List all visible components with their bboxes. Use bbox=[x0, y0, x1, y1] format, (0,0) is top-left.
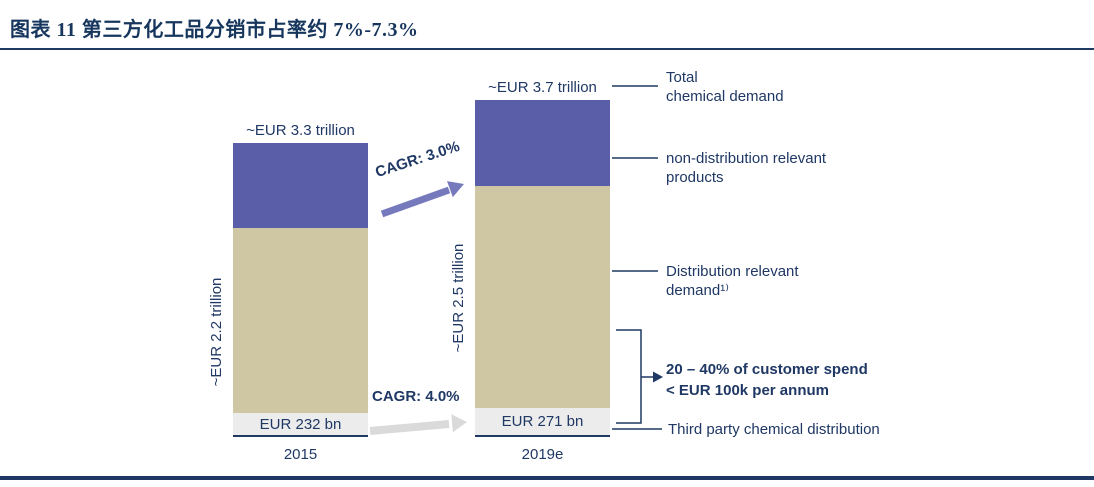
bar-2019-segment-third-party: EUR 271 bn bbox=[475, 408, 610, 437]
cagr-bottom-arrow-shaft bbox=[369, 420, 450, 435]
bar-2019-total-label: ~EUR 3.7 trillion bbox=[488, 79, 597, 96]
figure-title: 图表 11 第三方化工品分销市占率约 7%-7.3% bbox=[10, 19, 419, 41]
bottom-divider bbox=[0, 476, 1094, 480]
bar-2015-segment-third-party: EUR 232 bn bbox=[233, 413, 368, 437]
x-label-2015: 2015 bbox=[283, 446, 318, 463]
annotation-distribution-relevant: Distribution relevant demand¹⁾ bbox=[666, 263, 799, 299]
bar-2015-total-label: ~EUR 3.3 trillion bbox=[246, 122, 355, 139]
bar-2019-segment-non-distribution bbox=[475, 100, 610, 186]
cagr-bottom-arrow-head-icon bbox=[451, 414, 467, 433]
annotation-customer-spend: 20 – 40% of customer spend < EUR 100k pe… bbox=[666, 361, 868, 399]
bar-2019-segment-distribution bbox=[475, 186, 610, 408]
annotation-total-chemical-demand: Total chemical demand bbox=[666, 69, 784, 105]
cagr-top-arrow-shaft bbox=[380, 186, 451, 218]
bar-2019-base-label: EUR 271 bn bbox=[501, 413, 584, 430]
title-divider bbox=[0, 48, 1094, 50]
bar-2019-side-label: ~EUR 2.5 trillion bbox=[450, 243, 467, 353]
bracket-arrow-head-icon bbox=[653, 371, 663, 383]
bar-2015-side-label: ~EUR 2.2 trillion bbox=[208, 277, 225, 387]
x-label-2019e: 2019e bbox=[521, 446, 564, 463]
annotation-third-party: Third party chemical distribution bbox=[668, 421, 880, 438]
bar-2015-segment-non-distribution bbox=[233, 143, 368, 228]
cagr-bottom-label: CAGR: 4.0% bbox=[372, 388, 460, 405]
cagr-top-label: CAGR: 3.0% bbox=[373, 137, 462, 182]
bar-2015-base-label: EUR 232 bn bbox=[259, 415, 342, 433]
bar-2015-segment-distribution bbox=[233, 228, 368, 413]
annotation-non-distribution: non-distribution relevant products bbox=[666, 150, 827, 186]
bracket-customer-spend bbox=[616, 329, 642, 424]
